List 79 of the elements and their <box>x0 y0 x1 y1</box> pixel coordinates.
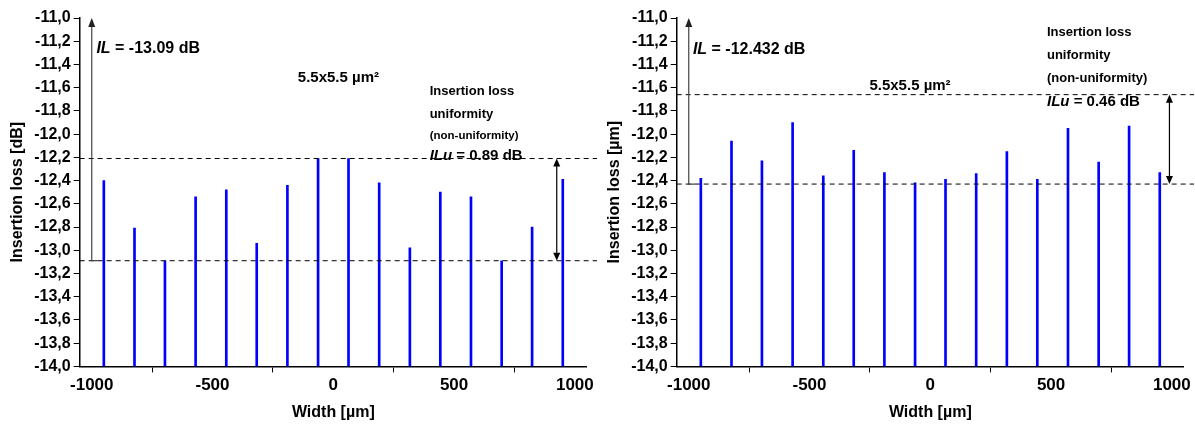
y-tick-label: -13,8 <box>631 333 668 351</box>
y-tick-label: -11,6 <box>35 78 71 96</box>
x-tick-label: 500 <box>439 375 469 395</box>
bar <box>347 158 350 367</box>
annotation: Insertion loss <box>1046 23 1132 39</box>
annotation: ILu = 0.46 dB <box>1046 92 1141 110</box>
y-tick-label: -14,0 <box>34 356 71 374</box>
y-tick-label: -11,4 <box>632 54 668 72</box>
y-tick-label: -12,6 <box>34 194 71 212</box>
y-tick-label: -11,2 <box>35 31 71 49</box>
bar <box>377 182 381 367</box>
bar <box>1097 161 1100 367</box>
y-tick-label: -12,8 <box>34 217 71 235</box>
y-tick-label: -11,0 <box>632 8 668 26</box>
bar <box>821 175 825 367</box>
annotation: 5.5x5.5 µm² <box>869 76 951 94</box>
bar <box>944 179 947 367</box>
y-tick-label: -13,8 <box>34 333 71 351</box>
y-tick-label: -13,2 <box>34 263 71 281</box>
x-tick-label: -500 <box>792 375 827 395</box>
x-tick-label: 0 <box>328 375 339 395</box>
annotation: 5.5x5.5 µm² <box>297 67 379 85</box>
bar <box>255 242 259 367</box>
x-tick-label: 1000 <box>1152 375 1191 395</box>
bar <box>852 150 856 367</box>
bar <box>1035 179 1039 367</box>
y-tick-label: -13,4 <box>34 287 71 305</box>
y-axis-title: Insertion loss [dB] <box>8 121 26 263</box>
y-tick-label: -12,0 <box>34 124 71 142</box>
bar <box>974 173 978 367</box>
y-tick-label: -13,0 <box>34 240 71 258</box>
bar <box>1158 172 1162 367</box>
y-tick-label: -11,2 <box>632 31 668 49</box>
bar <box>791 122 794 367</box>
x-tick-label: 500 <box>1036 375 1066 395</box>
annotation: Insertion loss <box>429 83 515 99</box>
y-tick-label: -13,4 <box>631 287 668 305</box>
y-tick-label: -11,8 <box>35 101 71 119</box>
x-tick-label: -1000 <box>70 375 114 395</box>
bar <box>699 177 703 367</box>
annotation: uniformity <box>429 106 494 122</box>
bar <box>286 184 289 367</box>
y-tick-label: -13,6 <box>34 310 71 328</box>
x-axis-title: Width [µm] <box>888 402 972 420</box>
bar <box>133 227 136 367</box>
annotation: (non-uniformity) <box>429 129 519 142</box>
y-tick-label: -12,4 <box>631 170 668 188</box>
y-tick-label: -14,0 <box>631 356 668 374</box>
annotation: IL = -12.432 dB <box>692 39 806 57</box>
y-tick-label: -11,0 <box>35 8 71 26</box>
y-axis-title: Insertion loss [µm] <box>605 120 623 264</box>
y-tick-label: -11,8 <box>632 101 668 119</box>
bar <box>561 179 565 367</box>
annotation: IL = -13.09 dB <box>96 39 200 57</box>
y-tick-label: -11,6 <box>632 78 668 96</box>
x-tick-label: -1000 <box>667 375 711 395</box>
y-tick-label: -12,8 <box>631 217 668 235</box>
x-tick-label: 1000 <box>555 375 594 395</box>
bar <box>730 140 733 367</box>
x-tick-label: 0 <box>925 375 936 395</box>
annotation: uniformity <box>1046 46 1112 62</box>
y-tick-label: -13,0 <box>631 240 668 258</box>
y-tick-label: -12,4 <box>34 170 71 188</box>
x-axis-title: Width [µm] <box>291 402 375 420</box>
y-tick-label: -13,2 <box>631 263 668 281</box>
bar <box>194 196 197 367</box>
y-tick-label: -12,2 <box>34 147 71 165</box>
bar <box>102 180 106 367</box>
bar <box>500 260 503 367</box>
bar <box>438 191 442 367</box>
y-tick-label: -13,6 <box>631 310 668 328</box>
bar <box>224 189 228 367</box>
annotation: (non-uniformity) <box>1046 69 1148 85</box>
y-tick-label: -11,4 <box>35 54 71 72</box>
y-tick-label: -12,0 <box>631 124 668 142</box>
y-tick-label: -12,2 <box>631 147 668 165</box>
bar <box>883 172 886 367</box>
y-tick-label: -12,6 <box>631 194 668 212</box>
x-tick-label: -500 <box>195 375 230 395</box>
